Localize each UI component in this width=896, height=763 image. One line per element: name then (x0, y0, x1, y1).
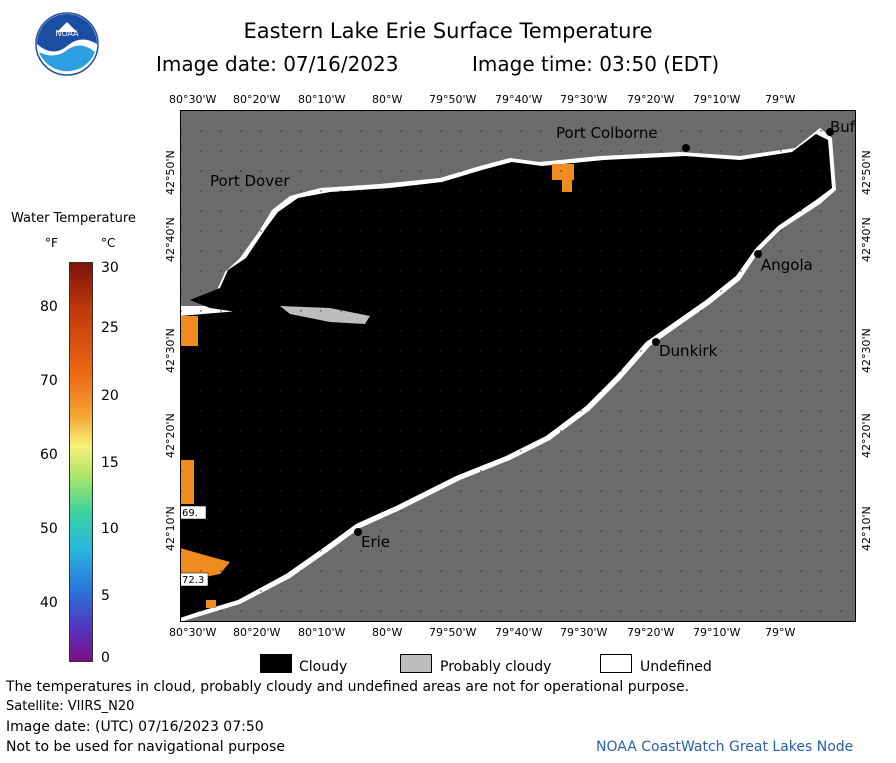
legend-swatch-probably-cloudy (400, 654, 432, 673)
lon-tick-top: 80°10'W (298, 93, 346, 106)
lon-tick-bottom: 80°10'W (298, 626, 346, 639)
navigation-warning: Not to be used for navigational purpose (6, 739, 285, 755)
lon-tick-bottom: 79°30'W (560, 626, 608, 639)
lat-tick-right: 42°20'N (860, 413, 873, 458)
map-title: Eastern Lake Erie Surface Temperature (243, 19, 653, 43)
lon-tick-top: 79°W (765, 93, 796, 106)
utc-date: Image date: (UTC) 07/16/2023 07:50 (6, 719, 264, 735)
lon-tick-top: 80°W (372, 93, 403, 106)
lon-tick-top: 80°20'W (233, 93, 281, 106)
label-erie: Erie (361, 533, 390, 551)
fahrenheit-tick: 50 (40, 521, 58, 537)
scale-title: Water Temperature (11, 211, 136, 226)
dunkirk-marker (652, 338, 660, 346)
lon-tick-bottom: 80°W (372, 626, 403, 639)
lat-tick-left: 42°40'N (164, 217, 177, 262)
angola-marker (754, 250, 762, 258)
celsius-tick: 20 (101, 388, 119, 404)
erie-marker (354, 528, 362, 536)
lon-tick-top: 79°50'W (429, 93, 477, 106)
lat-tick-right: 42°50'N (860, 150, 873, 195)
celsius-tick: 10 (101, 521, 119, 537)
celsius-tick: 25 (101, 320, 119, 336)
lat-tick-left: 42°30'N (164, 328, 177, 373)
lon-tick-bottom: 79°40'W (495, 626, 543, 639)
label-port-colborne: Port Colborne (556, 124, 658, 142)
legend-cloudy: Cloudy (299, 659, 348, 675)
reading-69: 69. (182, 508, 198, 519)
lat-tick-left: 42°10'N (164, 506, 177, 551)
lon-tick-bottom: 79°20'W (627, 626, 675, 639)
disclaimer: The temperatures in cloud, probably clou… (6, 679, 690, 695)
fahrenheit-tick: 40 (40, 595, 58, 611)
reading-72: 72.3 (182, 575, 204, 586)
noaa-logo: NOAA (35, 12, 99, 76)
lon-tick-top: 79°10'W (693, 93, 741, 106)
buffalo-marker (826, 128, 834, 136)
lon-tick-bottom: 80°30'W (169, 626, 217, 639)
label-buffalo: Buf (830, 118, 856, 136)
temperature-color-bar (69, 262, 93, 662)
lat-tick-left: 42°20'N (164, 413, 177, 458)
celsius-tick: 0 (101, 650, 110, 666)
label-dunkirk: Dunkirk (659, 342, 718, 360)
fahrenheit-tick: 70 (40, 373, 58, 389)
legend-undefined: Undefined (640, 659, 712, 675)
image-date: Image date: 07/16/2023 (156, 52, 399, 76)
lon-tick-top: 79°30'W (560, 93, 608, 106)
scale-unit-c: °C (101, 236, 116, 250)
lat-tick-right: 42°30'N (860, 328, 873, 373)
legend-swatch-undefined (600, 654, 632, 673)
celsius-tick: 15 (101, 455, 119, 471)
lat-tick-right: 42°40'N (860, 217, 873, 262)
lon-tick-top: 79°40'W (495, 93, 543, 106)
graticule-grid (180, 110, 856, 622)
credit: NOAA CoastWatch Great Lakes Node (596, 739, 854, 755)
lake-erie-map: Port Colborne Buf Port Dover Angola Dunk… (180, 110, 856, 622)
lon-tick-bottom: 79°10'W (693, 626, 741, 639)
lat-tick-right: 42°10'N (860, 506, 873, 551)
fahrenheit-tick: 60 (40, 447, 58, 463)
lon-tick-bottom: 79°50'W (429, 626, 477, 639)
lon-tick-top: 79°20'W (627, 93, 675, 106)
legend-swatch-cloudy (260, 654, 292, 673)
lon-tick-top: 80°30'W (169, 93, 217, 106)
celsius-tick: 5 (101, 588, 110, 604)
lon-tick-bottom: 80°20'W (233, 626, 281, 639)
satellite: Satellite: VIIRS_N20 (6, 699, 135, 714)
image-time: Image time: 03:50 (EDT) (472, 52, 720, 76)
port-colborne-marker (682, 144, 690, 152)
label-angola: Angola (761, 256, 813, 274)
scale-unit-f: °F (45, 236, 58, 250)
lon-tick-bottom: 79°W (765, 626, 796, 639)
label-port-dover: Port Dover (210, 172, 290, 190)
celsius-tick: 30 (101, 260, 119, 276)
map-frame (180, 110, 856, 622)
legend-probably-cloudy: Probably cloudy (440, 659, 552, 675)
lat-tick-left: 42°50'N (164, 150, 177, 195)
logo-text: NOAA (55, 29, 79, 38)
fahrenheit-tick: 80 (40, 299, 58, 315)
